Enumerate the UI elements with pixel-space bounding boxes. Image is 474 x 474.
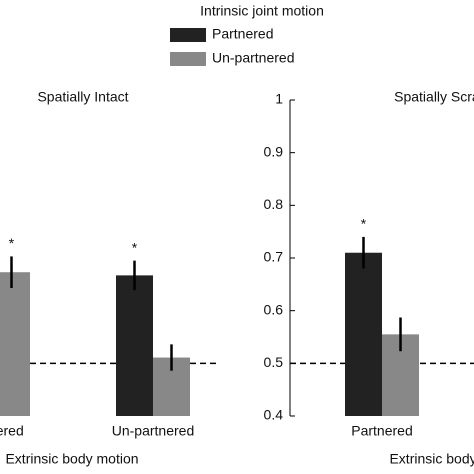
y-tick-label: 0.7 [264, 249, 284, 265]
bar [345, 252, 382, 416]
y-tick-label: 0.6 [264, 301, 284, 317]
panel-title: Spatially Intact [37, 89, 128, 105]
panel-title: Spatially Scrambled [394, 89, 474, 105]
significance-marker: * [361, 216, 367, 232]
significance-marker: * [132, 239, 138, 255]
y-tick-label: 1 [275, 91, 283, 107]
significance-marker: * [9, 235, 15, 251]
y-tick-label: 0.9 [264, 143, 284, 159]
y-tick-label: 0.5 [264, 354, 284, 370]
bar [0, 272, 30, 416]
legend-swatch [170, 52, 206, 66]
legend-label: Partnered [212, 26, 273, 42]
bar [116, 275, 153, 416]
y-tick-label: 0.8 [264, 196, 284, 212]
x-tick-label: Partnered [0, 423, 24, 439]
legend-swatch [170, 28, 206, 42]
x-tick-label: Un-partnered [112, 423, 195, 439]
legend-label: Un-partnered [212, 50, 295, 66]
x-axis-label: Extrinsic body motion [389, 451, 474, 467]
x-tick-label: Partnered [351, 423, 412, 439]
legend-title: Intrinsic joint motion [200, 3, 324, 19]
y-tick-label: 0.4 [264, 407, 284, 423]
x-axis-label: Extrinsic body motion [5, 451, 138, 467]
